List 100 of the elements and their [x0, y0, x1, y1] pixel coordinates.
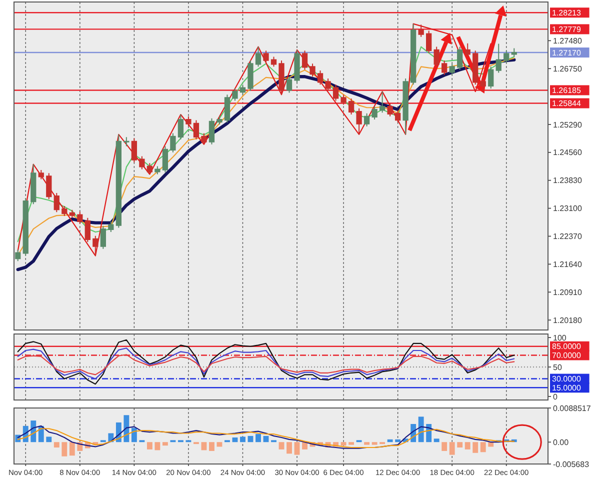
bar	[201, 442, 207, 450]
candlestick	[46, 172, 52, 200]
ref-line-label: 30.0000	[552, 374, 582, 384]
candlestick	[457, 46, 463, 70]
candlestick	[240, 84, 246, 96]
y-tick-label: 1.23830	[553, 176, 582, 186]
line-series	[17, 348, 515, 380]
bar	[480, 442, 486, 452]
line-series	[17, 339, 515, 385]
bar	[348, 442, 354, 445]
candlestick	[92, 235, 98, 256]
candlestick	[170, 132, 176, 153]
y-tick-label: 1.25290	[553, 120, 582, 130]
candlestick	[84, 217, 90, 242]
y-tick-label: 1.23100	[553, 204, 582, 214]
ref-line-label: 85.0000	[552, 342, 582, 352]
candlestick	[54, 192, 60, 213]
y-tick-label: 100	[553, 333, 567, 342]
ref-line-label: 1.27779	[552, 25, 582, 34]
bar	[488, 442, 494, 447]
y-tick-label: 1.20910	[553, 288, 582, 297]
y-tick-label: 0.00	[553, 438, 570, 447]
bar	[248, 436, 254, 442]
candlestick	[356, 108, 362, 135]
candlestick	[162, 146, 168, 173]
candlestick	[124, 136, 130, 147]
candlestick	[178, 114, 184, 140]
bar	[209, 442, 214, 451]
bar	[442, 442, 448, 451]
bar	[294, 442, 300, 455]
candlestick	[224, 94, 230, 124]
candlestick	[332, 84, 339, 102]
candlestick	[278, 60, 284, 96]
ref-line-label: 1.26185	[552, 86, 582, 96]
bar	[457, 442, 463, 448]
candlestick	[216, 116, 222, 125]
candlestick	[364, 112, 370, 127]
candlestick	[255, 46, 262, 68]
bar	[54, 442, 60, 448]
candlestick	[232, 88, 238, 102]
ref-line-label: 70.0000	[552, 351, 582, 360]
candlestick	[69, 209, 75, 218]
candlestick	[77, 211, 83, 224]
y-tick-label: -0.005683	[553, 460, 590, 469]
candlestick	[263, 50, 269, 64]
bar	[146, 442, 152, 450]
y-tick-label: 1.21640	[553, 260, 582, 269]
bar	[124, 415, 130, 442]
candlestick	[340, 94, 346, 106]
y-tick-label: 1.20180	[553, 316, 582, 325]
candlestick	[325, 78, 331, 92]
candlestick	[504, 50, 510, 64]
ref-line-label: 1.28213	[552, 8, 582, 18]
candlestick	[379, 91, 386, 114]
candlestick	[286, 76, 292, 94]
candlestick	[116, 134, 122, 228]
bar	[46, 436, 52, 442]
candlestick	[434, 46, 440, 68]
candlestick	[270, 56, 277, 68]
candlestick	[348, 98, 354, 116]
candlestick	[294, 49, 300, 84]
bar	[449, 442, 455, 455]
candlestick	[193, 120, 200, 140]
candlestick	[146, 162, 153, 175]
candlestick	[15, 249, 21, 262]
candlestick	[496, 43, 502, 74]
candlestick	[372, 106, 378, 120]
candlestick	[464, 42, 470, 58]
y-tick-label: 1.27480	[553, 36, 582, 46]
bar	[364, 442, 370, 445]
bar	[418, 416, 424, 442]
bar	[232, 437, 238, 442]
candlestick	[402, 78, 408, 135]
candlestick	[22, 197, 28, 256]
candlestick	[394, 110, 401, 124]
candlestick	[154, 166, 160, 175]
candlestick	[302, 50, 308, 70]
candlestick	[449, 63, 455, 76]
ref-line-label: 1.25844	[552, 99, 582, 108]
candlestick	[488, 66, 494, 89]
ref-line-label: 1.27170	[552, 48, 582, 58]
candlestick	[38, 170, 44, 180]
bar	[62, 442, 68, 456]
y-tick-label: 1.26750	[553, 64, 582, 74]
candlestick	[131, 138, 138, 163]
bar	[216, 442, 222, 447]
candlestick	[100, 225, 106, 250]
bar	[286, 442, 292, 454]
candlestick	[426, 30, 432, 54]
candlestick	[62, 205, 68, 216]
bar	[395, 439, 401, 442]
candlestick	[410, 23, 416, 86]
line-series	[17, 354, 515, 376]
bar	[154, 442, 160, 450]
bar	[472, 442, 478, 453]
bar	[302, 442, 308, 450]
candlestick	[139, 156, 145, 170]
candlestick	[442, 60, 448, 76]
candlestick	[387, 102, 393, 117]
ref-line-label: 15.0000	[552, 383, 582, 392]
